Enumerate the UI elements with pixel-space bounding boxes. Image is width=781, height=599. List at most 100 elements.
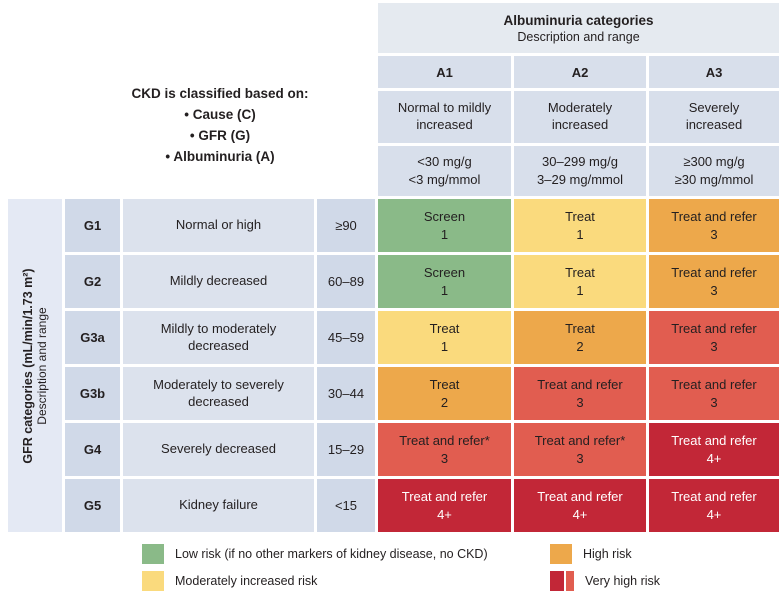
gfr-axis-title: GFR categories (mL/min/1.73 m²) bbox=[21, 267, 35, 464]
row-range-g4: 15–29 bbox=[317, 423, 375, 476]
cell-frequency: 4+ bbox=[437, 506, 452, 522]
column-range-a3: ≥300 mg/g ≥30 mg/mmol bbox=[649, 146, 779, 196]
matrix-cell-g4-a3: Treat and refer 4+ bbox=[649, 423, 779, 476]
high-risk-label: High risk bbox=[583, 547, 632, 561]
column-header-a2: A2 bbox=[514, 56, 646, 88]
row-code-g4: G4 bbox=[65, 423, 120, 476]
legend-item-very-high-risk: Very high risk bbox=[550, 571, 660, 591]
matrix-cell-g3a-a3: Treat and refer 3 bbox=[649, 311, 779, 364]
cell-frequency: 1 bbox=[576, 282, 584, 298]
row-description-g3b: Moderately to severely decreased bbox=[123, 367, 314, 420]
column-header-a1: A1 bbox=[378, 56, 511, 88]
ckd-risk-matrix: Albuminuria categories Description and r… bbox=[8, 3, 779, 532]
ckd-note-title: CKD is classified based on: bbox=[131, 86, 309, 102]
column-range-a1-line1: <30 mg/g bbox=[417, 154, 472, 170]
matrix-cell-g1-a1: Screen 1 bbox=[378, 199, 511, 252]
cell-action: Treat bbox=[565, 264, 595, 280]
cell-action: Treat and refer bbox=[671, 264, 757, 280]
cell-action: Treat bbox=[565, 320, 595, 336]
matrix-cell-g1-a3: Treat and refer 3 bbox=[649, 199, 779, 252]
cell-frequency: 3 bbox=[710, 394, 718, 410]
very-high-risk-swatch-light bbox=[566, 571, 574, 591]
row-description-g1: Normal or high bbox=[123, 199, 314, 252]
gfr-axis-strip: GFR categories (mL/min/1.73 m²) Descript… bbox=[8, 199, 62, 532]
row-code-g5: G5 bbox=[65, 479, 120, 532]
cell-action: Treat and refer bbox=[671, 208, 757, 224]
cell-action: Treat and refer bbox=[401, 488, 488, 504]
matrix-cell-g5-a3: Treat and refer 4+ bbox=[649, 479, 779, 532]
ckd-note-bullet-cause: • Cause (C) bbox=[184, 107, 256, 123]
cell-action: Screen bbox=[423, 208, 466, 224]
column-range-a1: <30 mg/g <3 mg/mmol bbox=[378, 146, 511, 196]
column-range-a3-line2: ≥30 mg/mmol bbox=[674, 172, 754, 187]
row-description-g2: Mildly decreased bbox=[123, 255, 314, 308]
very-high-risk-swatch-dark bbox=[550, 571, 564, 591]
low-risk-swatch bbox=[142, 544, 164, 564]
legend-item-low-risk: Low risk (if no other markers of kidney … bbox=[142, 544, 488, 564]
cell-frequency: 2 bbox=[576, 338, 584, 354]
cell-frequency: 4+ bbox=[706, 506, 722, 522]
albuminuria-header-subtitle: Description and range bbox=[517, 29, 640, 44]
column-range-a2: 30–299 mg/g 3–29 mg/mmol bbox=[514, 146, 646, 196]
cell-action: Treat and refer bbox=[537, 488, 623, 504]
matrix-cell-g3b-a3: Treat and refer 3 bbox=[649, 367, 779, 420]
gfr-axis-label: GFR categories (mL/min/1.73 m²) Descript… bbox=[21, 268, 49, 463]
albuminuria-header: Albuminuria categories Description and r… bbox=[378, 3, 779, 53]
legend-item-moderate-risk: Moderately increased risk bbox=[142, 571, 317, 591]
matrix-cell-g3a-a1: Treat 1 bbox=[378, 311, 511, 364]
column-range-a1-line2: <3 mg/mmol bbox=[408, 172, 481, 187]
moderate-risk-label: Moderately increased risk bbox=[175, 574, 318, 588]
cell-frequency: 2 bbox=[440, 394, 449, 410]
column-range-a3-line1: ≥300 mg/g bbox=[683, 154, 745, 170]
row-code-g3b: G3b bbox=[65, 367, 120, 420]
matrix-cell-g2-a3: Treat and refer 3 bbox=[649, 255, 779, 308]
matrix-cell-g4-a1: Treat and refer* 3 bbox=[378, 423, 511, 476]
column-description-a2: Moderately increased bbox=[514, 91, 646, 143]
row-code-g2: G2 bbox=[65, 255, 120, 308]
cell-frequency: 3 bbox=[576, 450, 584, 466]
row-range-g3a: 45–59 bbox=[317, 311, 375, 364]
cell-action: Treat and refer bbox=[671, 488, 757, 504]
column-header-a3: A3 bbox=[649, 56, 779, 88]
row-description-g4: Severely decreased bbox=[123, 423, 314, 476]
row-range-g2: 60–89 bbox=[317, 255, 375, 308]
low-risk-label: Low risk (if no other markers of kidney … bbox=[175, 547, 488, 561]
moderate-risk-swatch bbox=[142, 571, 164, 591]
cell-action: Treat and refer bbox=[671, 432, 757, 448]
cell-frequency: 1 bbox=[440, 338, 449, 354]
matrix-cell-g1-a2: Treat 1 bbox=[514, 199, 646, 252]
row-description-g3a: Mildly to moderately decreased bbox=[123, 311, 314, 364]
row-code-g3a: G3a bbox=[65, 311, 120, 364]
cell-frequency: 3 bbox=[710, 226, 718, 242]
cell-action: Treat bbox=[565, 208, 595, 224]
row-range-g1: ≥90 bbox=[317, 199, 375, 252]
cell-frequency: 3 bbox=[576, 394, 584, 410]
cell-action: Treat and refer bbox=[671, 320, 757, 336]
cell-frequency: 3 bbox=[440, 450, 449, 466]
legend-item-high-risk: High risk bbox=[550, 544, 632, 564]
cell-frequency: 3 bbox=[710, 338, 718, 354]
cell-action: Treat and refer* bbox=[534, 432, 626, 448]
matrix-cell-g5-a2: Treat and refer 4+ bbox=[514, 479, 646, 532]
high-risk-swatch bbox=[550, 544, 572, 564]
column-description-a1: Normal to mildly increased bbox=[378, 91, 511, 143]
column-description-a3: Severely increased bbox=[649, 91, 779, 143]
matrix-cell-g4-a2: Treat and refer* 3 bbox=[514, 423, 646, 476]
gfr-axis-subtitle: Description and range bbox=[35, 306, 49, 425]
column-range-a2-line2: 3–29 mg/mmol bbox=[537, 172, 623, 187]
cell-frequency: 1 bbox=[576, 226, 584, 242]
row-range-g5: <15 bbox=[317, 479, 375, 532]
risk-legend: Low risk (if no other markers of kidney … bbox=[0, 540, 781, 599]
very-high-risk-label: Very high risk bbox=[585, 574, 661, 588]
very-high-risk-swatch bbox=[550, 571, 574, 591]
ckd-note-bullet-albuminuria: • Albuminuria (A) bbox=[165, 148, 275, 164]
matrix-cell-g2-a2: Treat 1 bbox=[514, 255, 646, 308]
cell-action: Treat and refer* bbox=[399, 432, 490, 448]
cell-action: Treat bbox=[429, 376, 460, 392]
cell-frequency: 4+ bbox=[572, 506, 588, 522]
row-range-g3b: 30–44 bbox=[317, 367, 375, 420]
albuminuria-header-title: Albuminuria categories bbox=[503, 12, 654, 28]
cell-frequency: 3 bbox=[710, 282, 718, 298]
cell-action: Screen bbox=[423, 264, 466, 280]
cell-frequency: 1 bbox=[440, 282, 449, 298]
